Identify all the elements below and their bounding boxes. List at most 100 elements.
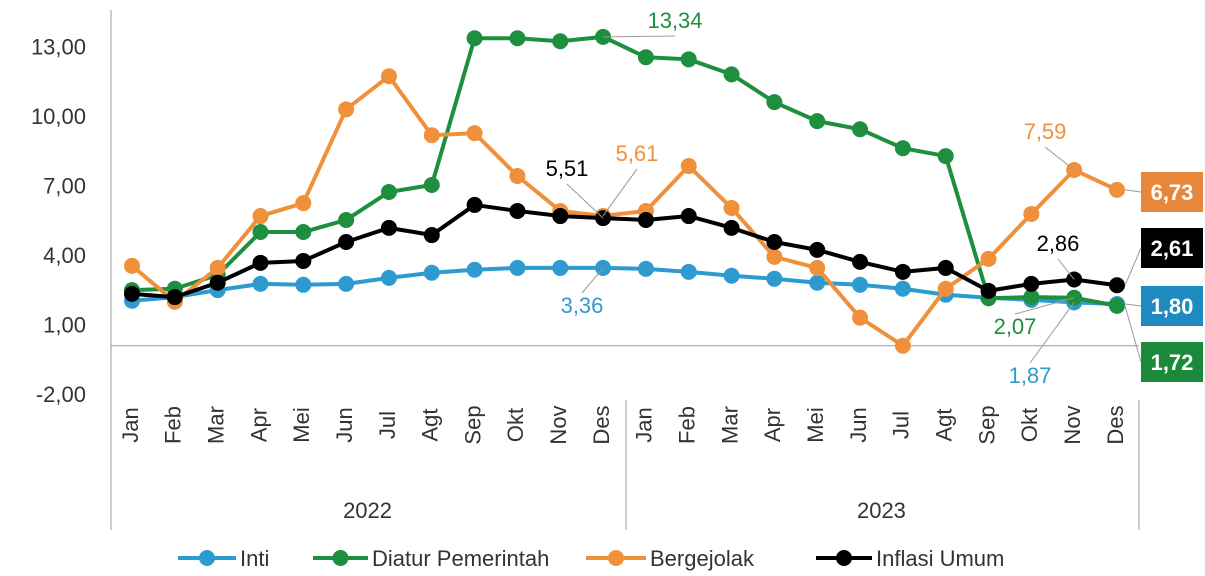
x-tick-label: Mei <box>289 407 314 442</box>
point <box>124 285 140 302</box>
y-tick-label: 1,00 <box>43 312 86 337</box>
data-label: 2,86 <box>1037 231 1080 256</box>
leader-line <box>602 168 638 217</box>
point <box>937 280 954 297</box>
point <box>295 224 312 241</box>
point <box>1023 289 1040 306</box>
point <box>894 263 911 280</box>
x-tick-label: Jul <box>889 411 914 439</box>
point <box>252 275 269 292</box>
point <box>1023 275 1040 292</box>
series-line <box>131 34 1118 308</box>
leader-line <box>603 35 676 38</box>
point <box>295 252 312 269</box>
point <box>980 282 997 299</box>
leader-line <box>1057 258 1075 280</box>
point <box>894 280 911 297</box>
point <box>423 177 440 194</box>
point <box>680 208 697 225</box>
x-tick-label: Apr <box>760 408 785 442</box>
legend-label: Inti <box>240 546 269 571</box>
leader-line <box>1124 305 1142 363</box>
leader-line <box>1124 189 1142 193</box>
data-label: 5,61 <box>616 141 659 166</box>
point <box>637 260 654 277</box>
x-tick-label: Nov <box>546 405 571 444</box>
data-label: 1,87 <box>1009 363 1052 388</box>
legend-marker <box>199 550 215 566</box>
end-label-box <box>1141 228 1203 268</box>
point <box>552 33 569 50</box>
y-tick-label: 13,00 <box>31 35 86 60</box>
point <box>637 211 654 228</box>
leader-line <box>1044 146 1075 171</box>
point <box>423 264 440 281</box>
end-label-box <box>1141 286 1203 326</box>
x-tick-label: Mar <box>203 406 228 444</box>
point <box>466 261 483 278</box>
year-label: 2022 <box>343 498 392 523</box>
point <box>552 259 569 276</box>
x-tick-label: Mar <box>717 406 742 444</box>
point <box>252 224 269 241</box>
point <box>338 233 355 250</box>
point <box>809 274 826 291</box>
leader-line <box>1124 247 1142 286</box>
leader-line <box>566 183 604 219</box>
end-label: 6,73 <box>1151 180 1194 205</box>
point <box>680 51 697 68</box>
point <box>852 121 869 138</box>
point <box>894 140 911 157</box>
x-tick-label: Mei <box>803 407 828 442</box>
end-label: 1,72 <box>1151 350 1194 375</box>
point <box>852 309 869 326</box>
end-label: 2,61 <box>1151 236 1194 261</box>
x-tick-label: Feb <box>161 406 186 444</box>
point <box>423 127 440 144</box>
point <box>380 183 397 200</box>
legend-marker <box>608 550 624 566</box>
point <box>637 49 654 66</box>
point <box>766 248 783 265</box>
point <box>124 257 140 274</box>
point <box>894 337 911 354</box>
point <box>1109 181 1125 198</box>
x-tick-label: Jul <box>375 411 400 439</box>
point <box>209 259 226 276</box>
legend-label: Bergejolak <box>650 546 755 571</box>
year-label: 2023 <box>857 498 906 523</box>
point <box>166 289 183 306</box>
leader-line <box>1014 297 1075 315</box>
x-tick-label: Des <box>589 405 614 444</box>
point <box>209 274 226 291</box>
x-tick-label: Okt <box>503 408 528 442</box>
point <box>423 227 440 244</box>
x-tick-label: Nov <box>1060 405 1085 444</box>
point <box>766 94 783 111</box>
end-label-box <box>1141 172 1203 212</box>
point <box>380 219 397 236</box>
point <box>766 270 783 287</box>
point <box>937 259 954 276</box>
point <box>680 263 697 280</box>
point <box>723 66 740 83</box>
y-tick-label: 7,00 <box>43 173 86 198</box>
point <box>252 208 269 225</box>
leader-line <box>581 267 604 294</box>
point <box>723 219 740 236</box>
point <box>509 202 526 219</box>
x-tick-label: Des <box>1103 405 1128 444</box>
x-tick-label: Agt <box>932 408 957 441</box>
point <box>380 269 397 286</box>
point <box>809 241 826 258</box>
y-tick-label: 10,00 <box>31 104 86 129</box>
point <box>466 196 483 213</box>
point <box>1109 277 1125 294</box>
x-tick-label: Sep <box>974 405 999 444</box>
point <box>338 275 355 292</box>
point <box>509 259 526 276</box>
point <box>338 101 355 118</box>
point <box>466 125 483 142</box>
point <box>252 254 269 271</box>
point <box>1023 205 1040 222</box>
